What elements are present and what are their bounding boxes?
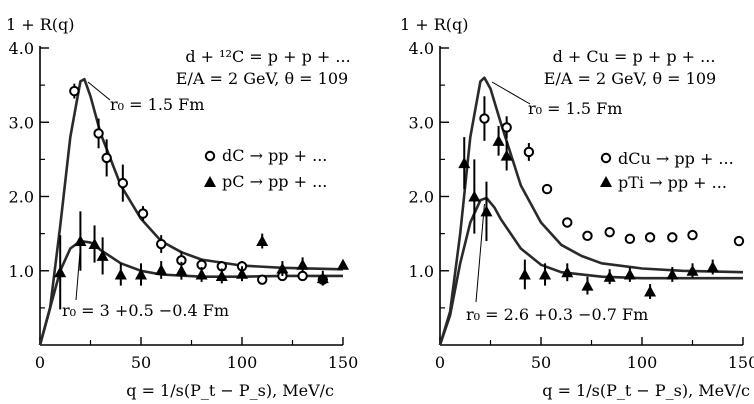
left-data-point-circle [257, 274, 268, 285]
left-chart: 1 + R(q) d + ¹²C = p + p + ... E/A = 2 G… [6, 15, 358, 400]
left-curve-label-1: r₀ = 1.5 Fm [110, 95, 204, 114]
left-data-point-circle [69, 85, 80, 97]
left-conditions-label: E/A = 2 GeV, θ = 109 [176, 69, 348, 88]
right-legend-triangle-marker [600, 176, 612, 187]
left-data-point-triangle [114, 268, 127, 280]
left-data-point-triangle [296, 258, 309, 270]
left-data-point-triangle [215, 269, 228, 281]
right-y-tick-label: 4.0 [409, 39, 434, 58]
left-theory-curve-2 [38, 239, 343, 346]
left-ylabel: 1 + R(q) [6, 15, 75, 34]
right-data-point-circle [644, 232, 656, 243]
right-data-point-triangle [458, 157, 471, 169]
right-data-point-triangle [706, 261, 719, 273]
left-y-tick-label: 2.0 [9, 188, 34, 207]
right-legend-open-circle: dCu → pp + ... [618, 149, 734, 168]
left-curve-label-2: r₀ = 3 +0.5 −0.4 Fm [62, 301, 229, 320]
left-data-point-triangle [88, 238, 101, 250]
right-data-point-circle [562, 217, 573, 228]
left-legend-filled-triangle: pC → pp + ... [222, 172, 327, 191]
right-data-point-triangle [539, 268, 552, 280]
right-data-point-circle [541, 183, 553, 195]
left-y-tick-label: 1.0 [9, 262, 34, 281]
left-y-tick-label: 3.0 [9, 113, 34, 132]
right-x-tick-label: 0 [435, 353, 445, 372]
right-data-point-triangle [500, 149, 513, 161]
right-data-point-circle [582, 230, 593, 242]
right-data-point-triangle [480, 205, 493, 217]
right-data-point-triangle [561, 266, 574, 278]
right-legend-filled-triangle: pTi → pp + ... [618, 173, 727, 192]
right-data-point-triangle [603, 270, 616, 282]
left-reaction-label: d + ¹²C = p + p + ... [185, 47, 350, 66]
right-curve-label-2: r₀ = 2.6 +0.3 −0.7 Fm [466, 305, 648, 324]
left-data-point-circle [93, 128, 104, 139]
right-conditions-label: E/A = 2 GeV, θ = 109 [544, 69, 716, 88]
right-data-point-circle [624, 233, 636, 245]
right-xlabel: q = 1/s(P_t − P_s), MeV/c [542, 381, 750, 400]
right-x-tick-label: 50 [531, 353, 551, 372]
right-data-point-triangle [581, 279, 594, 291]
left-data-point-triangle [96, 249, 109, 261]
right-ylabel: 1 + R(q) [400, 15, 469, 34]
right-data-point-triangle [518, 268, 531, 280]
right-data-point-triangle [686, 264, 699, 276]
right-data-point-triangle [666, 268, 679, 280]
right-data-point-triangle [492, 134, 505, 146]
left-data-point-circle [297, 270, 308, 282]
left-legend-circle-marker [204, 150, 216, 162]
right-data-point-triangle [468, 190, 481, 202]
right-chart: 1 + R(q) d + Cu = p + p + ... E/A = 2 Ge… [400, 15, 754, 400]
right-theory-curve-1 [438, 76, 744, 346]
right-data-point-triangle [623, 268, 636, 280]
left-data-point-triangle [135, 268, 147, 280]
left-x-tick-label: 100 [227, 353, 258, 372]
left-data-point-triangle [236, 267, 248, 279]
right-data-point-circle [687, 229, 698, 241]
left-data-point-triangle [276, 262, 289, 274]
left-x-tick-label: 50 [131, 353, 151, 372]
right-x-tick-label: 100 [627, 353, 658, 372]
left-data-point-circle [117, 177, 129, 189]
left-legend-open-circle: dC → pp + ... [222, 146, 327, 165]
right-data-point-circle [604, 226, 615, 238]
left-data-point-circle [101, 152, 112, 164]
right-leader-line-1 [491, 81, 531, 105]
right-data-point-circle [523, 146, 535, 158]
left-y-tick-label: 4.0 [9, 39, 34, 58]
right-x-tick-label: 150 [728, 353, 754, 372]
left-data-point-circle [156, 238, 167, 250]
left-leader-line-1 [87, 81, 111, 101]
left-data-point-triangle [337, 258, 349, 270]
right-data-point-circle [667, 232, 678, 243]
left-x-tick-label: 150 [328, 353, 359, 372]
left-data-point-triangle [316, 272, 329, 284]
right-data-point-circle [479, 113, 490, 124]
left-xlabel: q = 1/s(P_t − P_s), MeV/c [126, 381, 334, 400]
left-data-point-circle [137, 208, 149, 219]
right-data-point-triangle [644, 285, 657, 297]
right-data-point-circle [733, 235, 745, 247]
left-data-point-triangle [256, 235, 269, 247]
left-data-point-triangle [195, 268, 208, 280]
left-x-tick-label: 0 [35, 353, 45, 372]
left-data-point-triangle [175, 264, 188, 276]
right-y-tick-label: 3.0 [409, 113, 434, 132]
left-data-point-triangle [54, 266, 67, 278]
left-data-point-triangle [155, 264, 168, 276]
right-reaction-label: d + Cu = p + p + ... [553, 47, 716, 66]
left-data-point-triangle [74, 235, 87, 247]
right-data-point-circle [501, 122, 512, 133]
right-leader-line-2 [475, 203, 485, 303]
right-curve-label-1: r₀ = 1.5 Fm [528, 99, 622, 118]
right-y-tick-label: 1.0 [409, 262, 434, 281]
right-legend-circle-marker [600, 152, 612, 164]
right-y-tick-label: 2.0 [409, 188, 434, 207]
left-legend-triangle-marker [204, 176, 216, 187]
